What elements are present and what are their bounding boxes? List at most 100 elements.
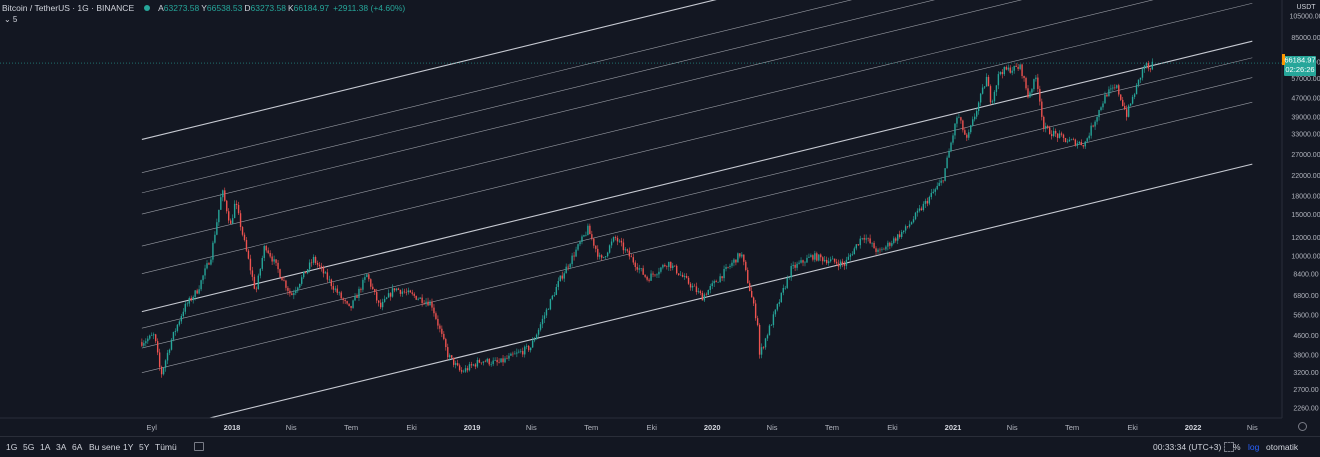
candle-body — [279, 269, 281, 278]
candle-body — [1082, 145, 1084, 147]
candle-body — [709, 286, 711, 290]
candle-body — [749, 283, 751, 292]
timeframe-6a[interactable]: 6A — [72, 442, 83, 452]
fullscreen-icon[interactable] — [1224, 442, 1234, 452]
candle-body — [194, 290, 196, 297]
candle-body — [972, 119, 974, 126]
time-tick-label: Tem — [1065, 423, 1079, 432]
timeframe-1y[interactable]: 1Y — [123, 442, 134, 452]
candle-body — [200, 280, 202, 290]
candle-body — [275, 259, 277, 263]
candle-body — [237, 204, 240, 214]
candle-body — [490, 364, 492, 365]
candle-body — [1123, 106, 1126, 110]
candle-body — [676, 265, 678, 274]
candle-body — [932, 191, 934, 193]
indicators-toggle[interactable]: ⌄ 5 — [4, 15, 18, 24]
candle-body — [229, 220, 232, 224]
channel-line[interactable] — [141, 101, 1253, 373]
candle-body — [427, 301, 429, 306]
timeframe-1a[interactable]: 1A — [40, 442, 51, 452]
symbol-legend[interactable]: Bitcoin / TetherUS · 1G · BINANCE A 63273… — [2, 2, 405, 14]
low-value: 63273.58 — [250, 3, 286, 13]
candle-body — [352, 300, 354, 308]
candle-body — [916, 210, 919, 213]
price-tick-label: 3200.00 — [1293, 370, 1318, 377]
candle-body — [656, 274, 658, 276]
time-tick-label: Tem — [825, 423, 839, 432]
candle-body — [1131, 96, 1134, 104]
candle-body — [928, 196, 931, 204]
channel-line[interactable] — [141, 0, 1252, 247]
channel-line[interactable] — [141, 0, 1252, 140]
candle-body — [567, 266, 569, 268]
candle-body — [289, 290, 291, 294]
candle-body — [701, 292, 704, 301]
channel-line[interactable] — [141, 57, 1253, 329]
candle-body — [829, 259, 832, 262]
candle-body — [800, 260, 802, 263]
candle-body — [474, 364, 477, 367]
candle-body — [784, 287, 786, 289]
candle-body — [374, 289, 376, 293]
price-tick-label: 10000.00 — [1291, 254, 1320, 261]
candle-body — [841, 261, 844, 264]
candle-body — [520, 351, 522, 352]
candle-body — [601, 255, 603, 258]
candle-body — [899, 234, 901, 238]
channel-line[interactable] — [142, 163, 1253, 434]
channel-line[interactable] — [141, 0, 1252, 173]
candle-body — [713, 281, 715, 284]
timeframe-5y[interactable]: 5Y — [139, 442, 150, 452]
percent-toggle[interactable]: % — [1233, 442, 1241, 452]
log-toggle[interactable]: log — [1248, 442, 1260, 452]
timeframe-3a[interactable]: 3A — [56, 442, 67, 452]
candle-body — [948, 150, 950, 158]
candle-body — [443, 333, 445, 340]
gear-icon[interactable] — [1298, 422, 1307, 431]
clock[interactable]: 00:33:34 (UTC+3) — [1153, 442, 1222, 452]
candle-body — [985, 76, 988, 87]
date-range-icon[interactable] — [194, 442, 204, 451]
candle-body — [865, 238, 867, 240]
candle-body — [837, 263, 840, 267]
channel-line[interactable] — [141, 40, 1253, 313]
timeframe-ytd[interactable]: Bu sene — [89, 442, 121, 452]
channel-line[interactable] — [141, 0, 1252, 194]
price-chart[interactable]: 105000.0085000.0067000.0057000.0047000.0… — [0, 0, 1320, 436]
candle-body — [326, 272, 329, 280]
candle-body — [853, 248, 856, 255]
candle-body — [624, 249, 627, 251]
timeframe-all[interactable]: Tümü — [155, 442, 177, 452]
candle-body — [192, 296, 194, 301]
candle-body — [662, 265, 664, 268]
candle-body — [1127, 105, 1130, 117]
candle-body — [798, 262, 800, 264]
timeframe-5g[interactable]: 5G — [23, 442, 35, 452]
timeframe-1g[interactable]: 1G — [6, 442, 18, 452]
channel-line[interactable] — [141, 0, 1252, 215]
candle-body — [257, 275, 260, 290]
candle-body — [658, 271, 660, 275]
channel-line[interactable] — [141, 77, 1253, 349]
price-tick-label: 27000.00 — [1291, 152, 1320, 159]
channel-line[interactable] — [141, 2, 1253, 274]
symbol-title[interactable]: Bitcoin / TetherUS · 1G · BINANCE — [2, 3, 135, 13]
candle-body — [766, 335, 769, 339]
candle-body — [1068, 139, 1071, 142]
candle-body — [816, 253, 818, 261]
auto-toggle[interactable]: otomatik — [1266, 442, 1299, 452]
candle-body — [628, 250, 631, 257]
candle-body — [145, 341, 147, 344]
candle-body — [889, 242, 891, 246]
candle-body — [644, 274, 646, 277]
candle-body — [743, 254, 745, 262]
candle-body — [900, 232, 903, 238]
candle-body — [897, 234, 899, 241]
candle-body — [1060, 133, 1063, 135]
candle-body — [480, 362, 483, 364]
candle-body — [729, 265, 731, 268]
candle-body — [835, 261, 838, 264]
candle-body — [983, 86, 986, 88]
candle-body — [354, 295, 356, 301]
